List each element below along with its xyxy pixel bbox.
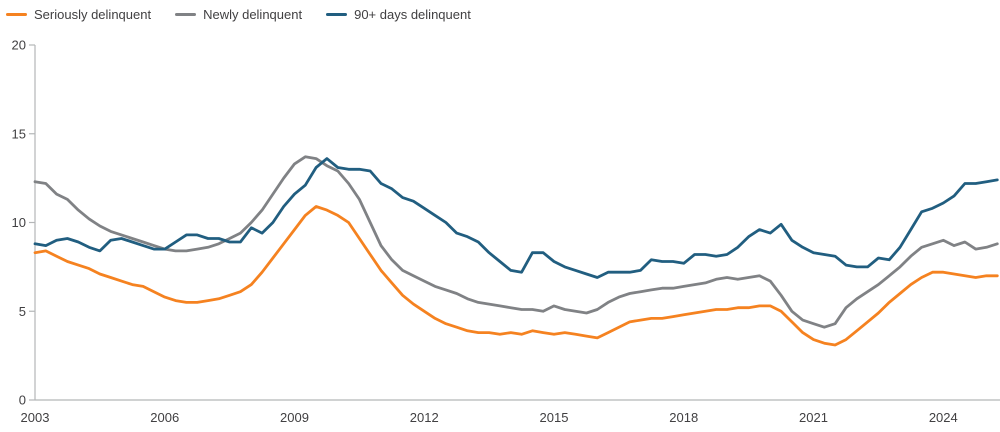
- legend-item-90-days-delinquent: 90+ days delinquent: [326, 8, 471, 21]
- legend-label: 90+ days delinquent: [354, 7, 471, 22]
- x-axis-tick-label: 2006: [150, 410, 179, 425]
- legend-label: Seriously delinquent: [34, 7, 152, 22]
- x-axis-tick-label: 2012: [410, 410, 439, 425]
- chart-legend: Seriously delinquent Newly delinquent 90…: [6, 8, 471, 21]
- series-line-90-days-delinquent: [33, 157, 999, 279]
- legend-label: Newly delinquent: [203, 7, 303, 22]
- x-axis-tick-label: 2018: [669, 410, 698, 425]
- y-axis-tick-label: 15: [12, 126, 26, 141]
- legend-line-swatch-blue: [326, 13, 348, 16]
- x-axis-tick-label: 2015: [540, 410, 569, 425]
- x-axis-tick-label: 2003: [21, 410, 50, 425]
- y-axis-tick-label: 20: [12, 38, 26, 53]
- x-axis-tick-label: 2009: [280, 410, 309, 425]
- legend-line-swatch-orange: [6, 13, 27, 16]
- y-axis-tick-label: 10: [12, 215, 26, 230]
- series-line-newly-delinquent: [33, 155, 999, 329]
- series-line-seriously-delinquent: [33, 205, 999, 347]
- legend-line-swatch-gray: [175, 13, 197, 16]
- legend-item-newly-delinquent: Newly delinquent: [175, 8, 302, 21]
- y-axis-tick-label: 5: [19, 304, 26, 319]
- x-axis-tick-label: 2021: [799, 410, 828, 425]
- x-axis-tick-label: 2024: [929, 410, 958, 425]
- y-axis-tick-label: 0: [19, 393, 26, 408]
- legend-item-seriously-delinquent: Seriously delinquent: [6, 8, 151, 21]
